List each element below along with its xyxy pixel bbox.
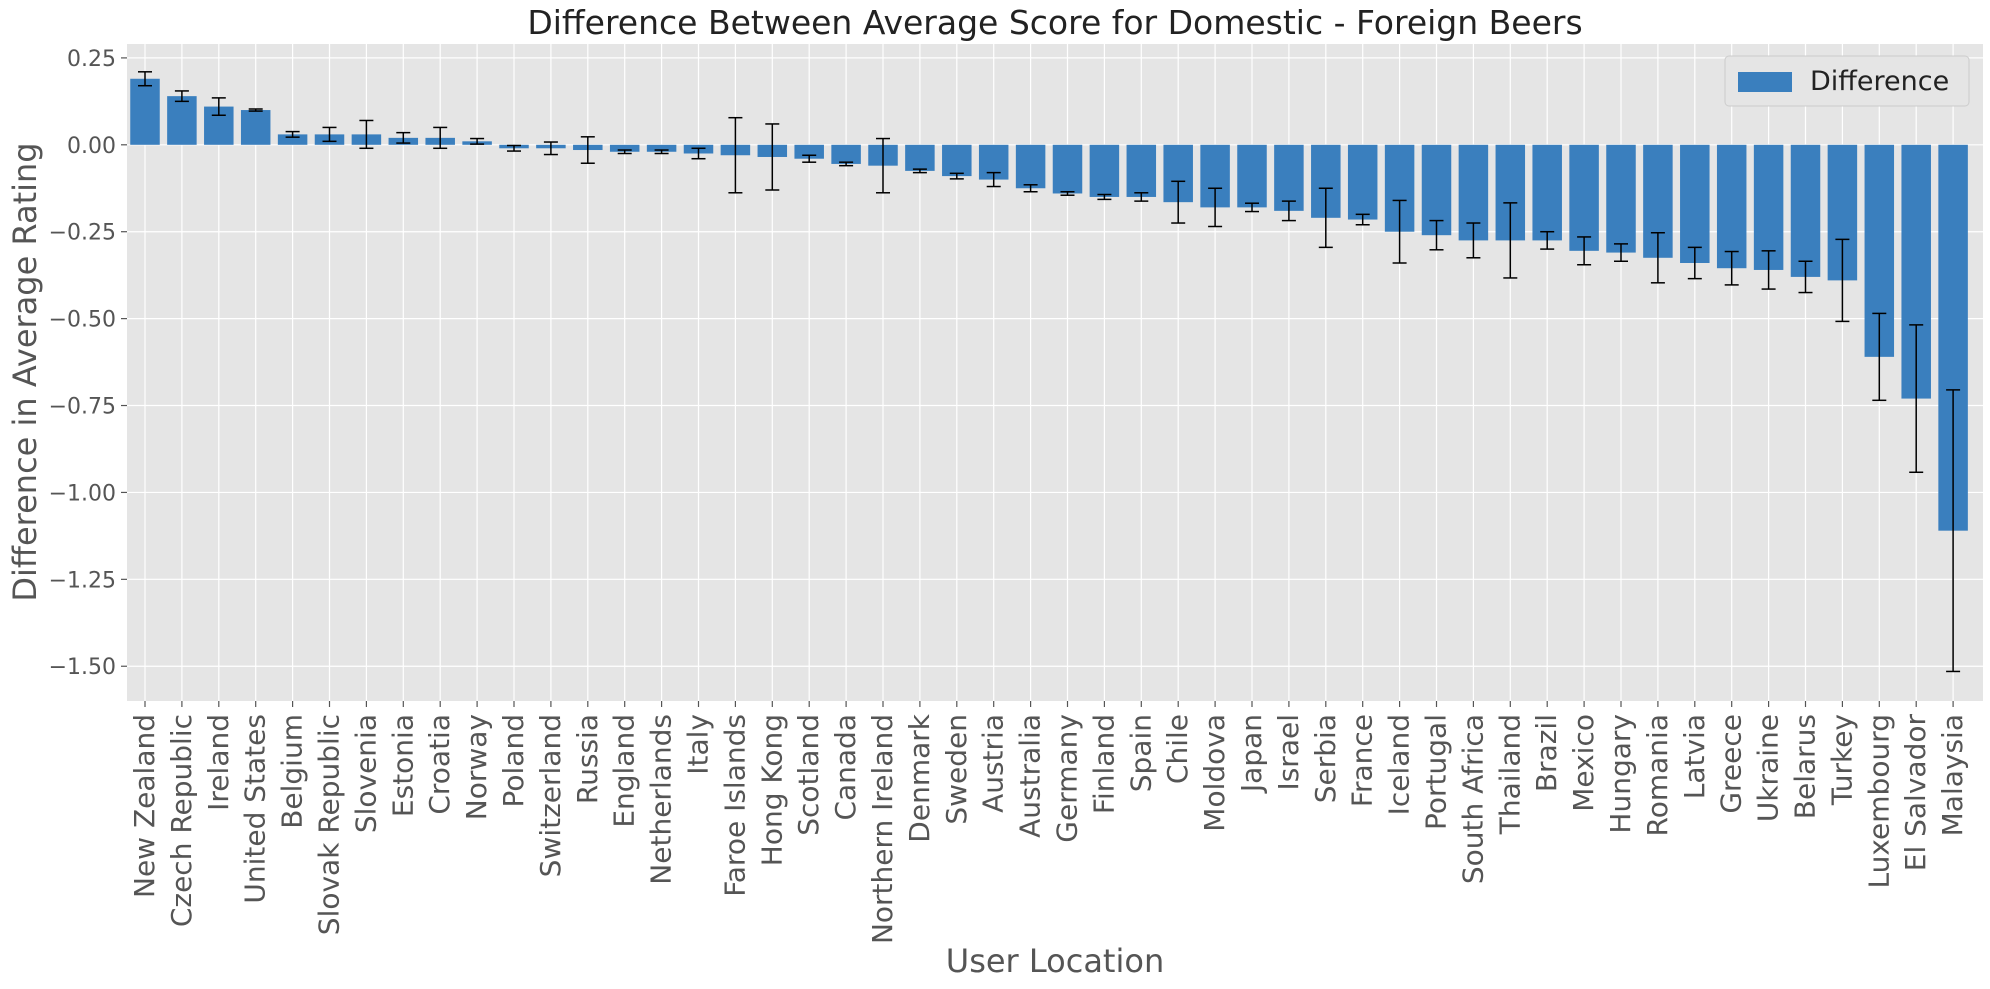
x-tick-label-13: England xyxy=(608,714,641,828)
y-axis-ticks: 0.25 0.00 −0.25 −0.50 −0.75 −1.00 −1.25 −1.50 xyxy=(49,47,127,680)
y-tick-label-4: −0.75 xyxy=(49,395,116,420)
x-tick-label-19: Canada xyxy=(829,714,862,821)
x-tick-label-43: Greece xyxy=(1715,714,1748,814)
x-tick-label-24: Australia xyxy=(1014,714,1047,838)
x-tick-label-36: South Africa xyxy=(1456,714,1489,884)
x-tick-label-45: Belarus xyxy=(1789,714,1822,819)
x-tick-label-10: Poland xyxy=(497,714,530,807)
x-tick-label-25: Germany xyxy=(1051,714,1084,843)
bar-44 xyxy=(1753,144,1784,270)
x-tick-label-6: Slovenia xyxy=(349,714,382,833)
bar-27 xyxy=(1126,144,1157,197)
x-tick-label-39: Mexico xyxy=(1567,714,1600,812)
y-axis-label: Difference in Average Rating xyxy=(6,142,44,601)
x-tick-label-28: Chile xyxy=(1161,714,1194,784)
x-axis-label: User Location xyxy=(946,942,1164,980)
x-tick-label-41: Romania xyxy=(1641,714,1674,836)
x-tick-label-37: Thailand xyxy=(1493,714,1526,835)
legend-box xyxy=(1724,55,1970,107)
legend-swatch xyxy=(1738,72,1792,92)
y-tick-label-3: −0.50 xyxy=(49,308,116,333)
x-tick-label-42: Latvia xyxy=(1678,714,1711,799)
x-tick-label-46: Turkey xyxy=(1825,714,1858,806)
x-tick-label-18: Scotland xyxy=(792,714,825,836)
x-tick-label-2: Ireland xyxy=(202,714,235,811)
y-tick-label-0: 0.25 xyxy=(67,47,116,72)
x-tick-label-35: Portugal xyxy=(1420,714,1453,830)
x-tick-label-5: Slovak Republic xyxy=(313,714,346,935)
bar-25 xyxy=(1052,144,1083,194)
y-tick-label-1: 0.00 xyxy=(67,134,116,159)
x-tick-label-32: Serbia xyxy=(1309,714,1342,803)
x-tick-label-34: Iceland xyxy=(1383,714,1416,815)
x-tick-label-21: Denmark xyxy=(903,713,936,842)
x-tick-label-29: Moldova xyxy=(1198,714,1231,832)
chart-title: Difference Between Average Score for Dom… xyxy=(527,3,1582,42)
bar-43 xyxy=(1716,144,1747,269)
x-tick-label-11: Switzerland xyxy=(534,714,567,877)
x-tick-label-47: Luxembourg xyxy=(1862,714,1895,889)
bar-0 xyxy=(130,78,160,145)
bar-31 xyxy=(1274,144,1304,211)
bar-26 xyxy=(1089,144,1120,197)
bar-38 xyxy=(1532,144,1562,241)
x-axis-ticks: New Zealand Czech Republic Ireland United S… xyxy=(128,701,1969,944)
bar-18 xyxy=(794,144,824,159)
x-tick-label-31: Israel xyxy=(1272,714,1305,791)
x-tick-label-12: Russia xyxy=(571,714,604,804)
y-tick-label-6: −1.25 xyxy=(49,568,116,593)
bar-4 xyxy=(277,134,308,145)
bar-30 xyxy=(1237,144,1267,208)
x-tick-label-44: Ukraine xyxy=(1752,714,1785,822)
bar-22 xyxy=(942,144,972,177)
bar-40 xyxy=(1606,144,1636,253)
x-tick-label-7: Estonia xyxy=(386,714,419,817)
x-tick-label-26: Finland xyxy=(1087,714,1120,814)
legend-label: Difference xyxy=(1810,66,1949,97)
x-tick-label-9: Norway xyxy=(460,714,493,820)
x-tick-label-3: United States xyxy=(239,714,272,904)
bar-33 xyxy=(1347,144,1378,220)
bar-13 xyxy=(609,144,640,152)
x-tick-label-15: Italy xyxy=(682,714,715,775)
bar-19 xyxy=(831,144,861,164)
bar-45 xyxy=(1790,144,1821,277)
legend: Difference xyxy=(1724,55,1970,107)
bar-3 xyxy=(240,110,271,145)
x-tick-label-14: Netherlands xyxy=(645,714,678,885)
x-tick-label-4: Belgium xyxy=(276,714,309,829)
x-tick-label-33: France xyxy=(1346,714,1379,807)
x-tick-label-1: Czech Republic xyxy=(165,714,198,927)
bar-1 xyxy=(167,96,197,145)
bar-42 xyxy=(1680,144,1710,263)
x-tick-label-0: New Zealand xyxy=(128,714,161,898)
x-tick-label-49: Malaysia xyxy=(1936,714,1969,836)
x-tick-label-22: Sweden xyxy=(940,714,973,825)
x-tick-label-8: Croatia xyxy=(423,714,456,815)
bar-39 xyxy=(1569,144,1599,251)
x-tick-label-20: Northern Ireland xyxy=(866,714,899,944)
y-tick-label-5: −1.00 xyxy=(49,481,116,506)
y-tick-label-2: −0.25 xyxy=(49,221,116,246)
error-bars xyxy=(138,71,1961,673)
x-tick-label-38: Brazil xyxy=(1530,714,1563,792)
y-tick-label-7: −1.50 xyxy=(49,655,116,680)
bar-14 xyxy=(646,144,677,152)
x-tick-label-23: Austria xyxy=(977,714,1010,813)
x-tick-label-27: Spain xyxy=(1124,714,1157,792)
bar-24 xyxy=(1015,144,1046,189)
bar-21 xyxy=(905,144,935,171)
x-tick-label-30: Japan xyxy=(1235,714,1268,794)
x-tick-label-17: Hong Kong xyxy=(755,714,788,866)
x-tick-label-16: Faroe Islands xyxy=(718,714,751,897)
x-tick-label-48: El Salvador xyxy=(1899,714,1932,872)
x-tick-label-40: Hungary xyxy=(1604,714,1637,834)
